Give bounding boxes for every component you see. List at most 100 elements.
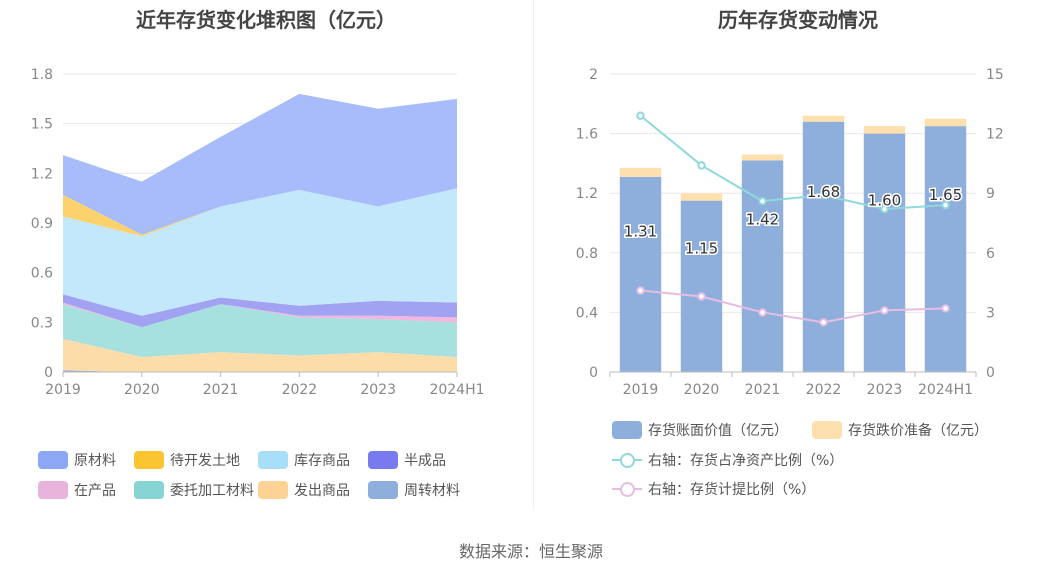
legend-label: 右轴：存货计提比例（%） xyxy=(648,482,816,498)
y-tick-label: 1.8 xyxy=(31,67,53,83)
x-tick-label: 2022 xyxy=(806,382,842,398)
y-tick-label: 1.2 xyxy=(576,186,598,202)
x-tick-label: 2022 xyxy=(282,382,318,398)
bar-book-value xyxy=(741,160,784,372)
bar-impairment xyxy=(802,115,845,122)
x-tick-label: 2019 xyxy=(45,382,81,398)
line-point xyxy=(941,200,950,210)
area-series-4 xyxy=(63,294,457,328)
legend-swatch xyxy=(258,451,288,469)
legend-label: 存货跌价准备（亿元） xyxy=(848,423,988,439)
legend-swatch xyxy=(812,421,842,439)
line-point xyxy=(697,292,706,301)
legend-swatch xyxy=(368,481,398,499)
legend-label: 在产品 xyxy=(74,483,116,499)
x-tick-label: 2024H1 xyxy=(918,382,973,398)
bar-impairment xyxy=(924,118,967,127)
legend-swatch xyxy=(38,451,68,469)
bar-book-value xyxy=(802,121,845,373)
legend-item[interactable]: 半成品 xyxy=(368,450,446,470)
legend-swatch xyxy=(368,451,398,469)
line-point xyxy=(758,196,767,206)
line-net-asset-ratio xyxy=(639,114,946,211)
area-chart-title: 近年存货变化堆积图（亿元） xyxy=(136,8,396,32)
line-provision-ratio xyxy=(640,289,946,324)
bar-data-label: 1.15 xyxy=(685,240,718,258)
y-tick-label: 0.4 xyxy=(576,305,598,321)
y-tick-label: 1.6 xyxy=(576,127,598,143)
y-tick-label: 0.6 xyxy=(31,266,53,282)
x-tick-label: 2021 xyxy=(203,382,239,398)
bar-book-value xyxy=(619,176,662,372)
y-tick-label: 1.2 xyxy=(31,166,53,182)
y-tick-label: 0 xyxy=(589,365,598,381)
area-series-5 xyxy=(63,188,457,316)
line-point xyxy=(758,308,767,317)
line-point xyxy=(819,318,828,327)
legend-marker xyxy=(620,453,635,468)
legend-item[interactable]: 待开发土地 xyxy=(134,450,240,470)
legend-line-swatch xyxy=(612,480,642,498)
bar-impairment xyxy=(741,154,784,161)
bar-chart-title: 历年存货变动情况 xyxy=(718,8,878,32)
x-tick-label: 2023 xyxy=(360,382,396,398)
legend-item[interactable]: 在产品 xyxy=(38,480,116,500)
legend-item[interactable]: 发出商品 xyxy=(258,480,350,500)
bar-impairment xyxy=(619,167,662,177)
bar-data-label: 1.68 xyxy=(807,183,840,201)
legend-swatch xyxy=(134,481,164,499)
legend-item[interactable]: 存货账面价值（亿元） xyxy=(612,420,788,440)
bar-data-label: 1.60 xyxy=(868,191,901,209)
legend-label: 发出商品 xyxy=(294,483,350,499)
x-tick-label: 2020 xyxy=(124,382,160,398)
legend-label: 库存商品 xyxy=(294,453,350,469)
bar-book-value xyxy=(924,126,967,373)
line-point xyxy=(819,190,828,200)
bar-data-label: 1.65 xyxy=(929,186,962,204)
chart-divider xyxy=(533,0,534,510)
legend-label: 半成品 xyxy=(404,453,446,469)
area-series-2 xyxy=(63,304,457,358)
y-tick-label: 1.5 xyxy=(31,117,53,133)
legend-item[interactable]: 周转材料 xyxy=(368,480,460,500)
bar-book-value xyxy=(863,133,906,372)
legend-swatch xyxy=(612,421,642,439)
y-tick-label: 2 xyxy=(589,67,598,83)
legend-item[interactable]: 库存商品 xyxy=(258,450,350,470)
line-point xyxy=(636,286,645,295)
bar-data-label: 1.42 xyxy=(746,211,779,229)
legend-item[interactable]: 右轴：存货计提比例（%） xyxy=(612,479,815,499)
legend-item[interactable]: 委托加工材料 xyxy=(134,480,254,500)
area-series-7 xyxy=(63,93,457,235)
legend-swatch xyxy=(38,481,68,499)
stacked-area-chart: 0 0.3 0.6 0.9 1.2 1.5 1.8 2019 2020 2021 2022 2023 2… xyxy=(31,67,485,398)
bar-impairment xyxy=(863,126,906,134)
bar-impairment xyxy=(680,193,723,201)
legend-marker xyxy=(620,482,635,497)
y-tick-label: 0 xyxy=(44,365,53,381)
legend-item[interactable]: 右轴：存货占净资产比例（%） xyxy=(612,450,843,470)
y-tick-label: 0.3 xyxy=(31,315,53,331)
line-point xyxy=(880,204,889,214)
line-point xyxy=(636,111,645,120)
line-point xyxy=(941,304,950,313)
legend-swatch xyxy=(134,451,164,469)
legend-label: 委托加工材料 xyxy=(170,483,254,499)
legend-label: 原材料 xyxy=(74,453,116,469)
y-tick-label: 0.9 xyxy=(31,216,53,232)
y2-tick-label: 9 xyxy=(986,186,995,202)
legend-item[interactable]: 原材料 xyxy=(38,450,116,470)
legend-item[interactable]: 存货跌价准备（亿元） xyxy=(812,420,988,440)
legend-label: 存货账面价值（亿元） xyxy=(648,423,788,439)
inventory-bar-line-chart: 0 0.4 0.8 1.2 1.6 2 0 3 6 9 12 15 2019 2020 2021 2022 20… xyxy=(576,67,1004,398)
x-tick-label: 2019 xyxy=(623,382,659,398)
legend-line-swatch xyxy=(612,451,642,469)
y2-tick-label: 6 xyxy=(986,246,995,262)
bar-data-label: 1.31 xyxy=(624,222,657,240)
x-tick-label: 2024H1 xyxy=(429,382,484,398)
legend-label: 周转材料 xyxy=(404,483,460,499)
area-series-1 xyxy=(63,338,457,372)
bar-book-value xyxy=(680,200,723,372)
y2-tick-label: 0 xyxy=(986,365,995,381)
legend-swatch xyxy=(258,481,288,499)
